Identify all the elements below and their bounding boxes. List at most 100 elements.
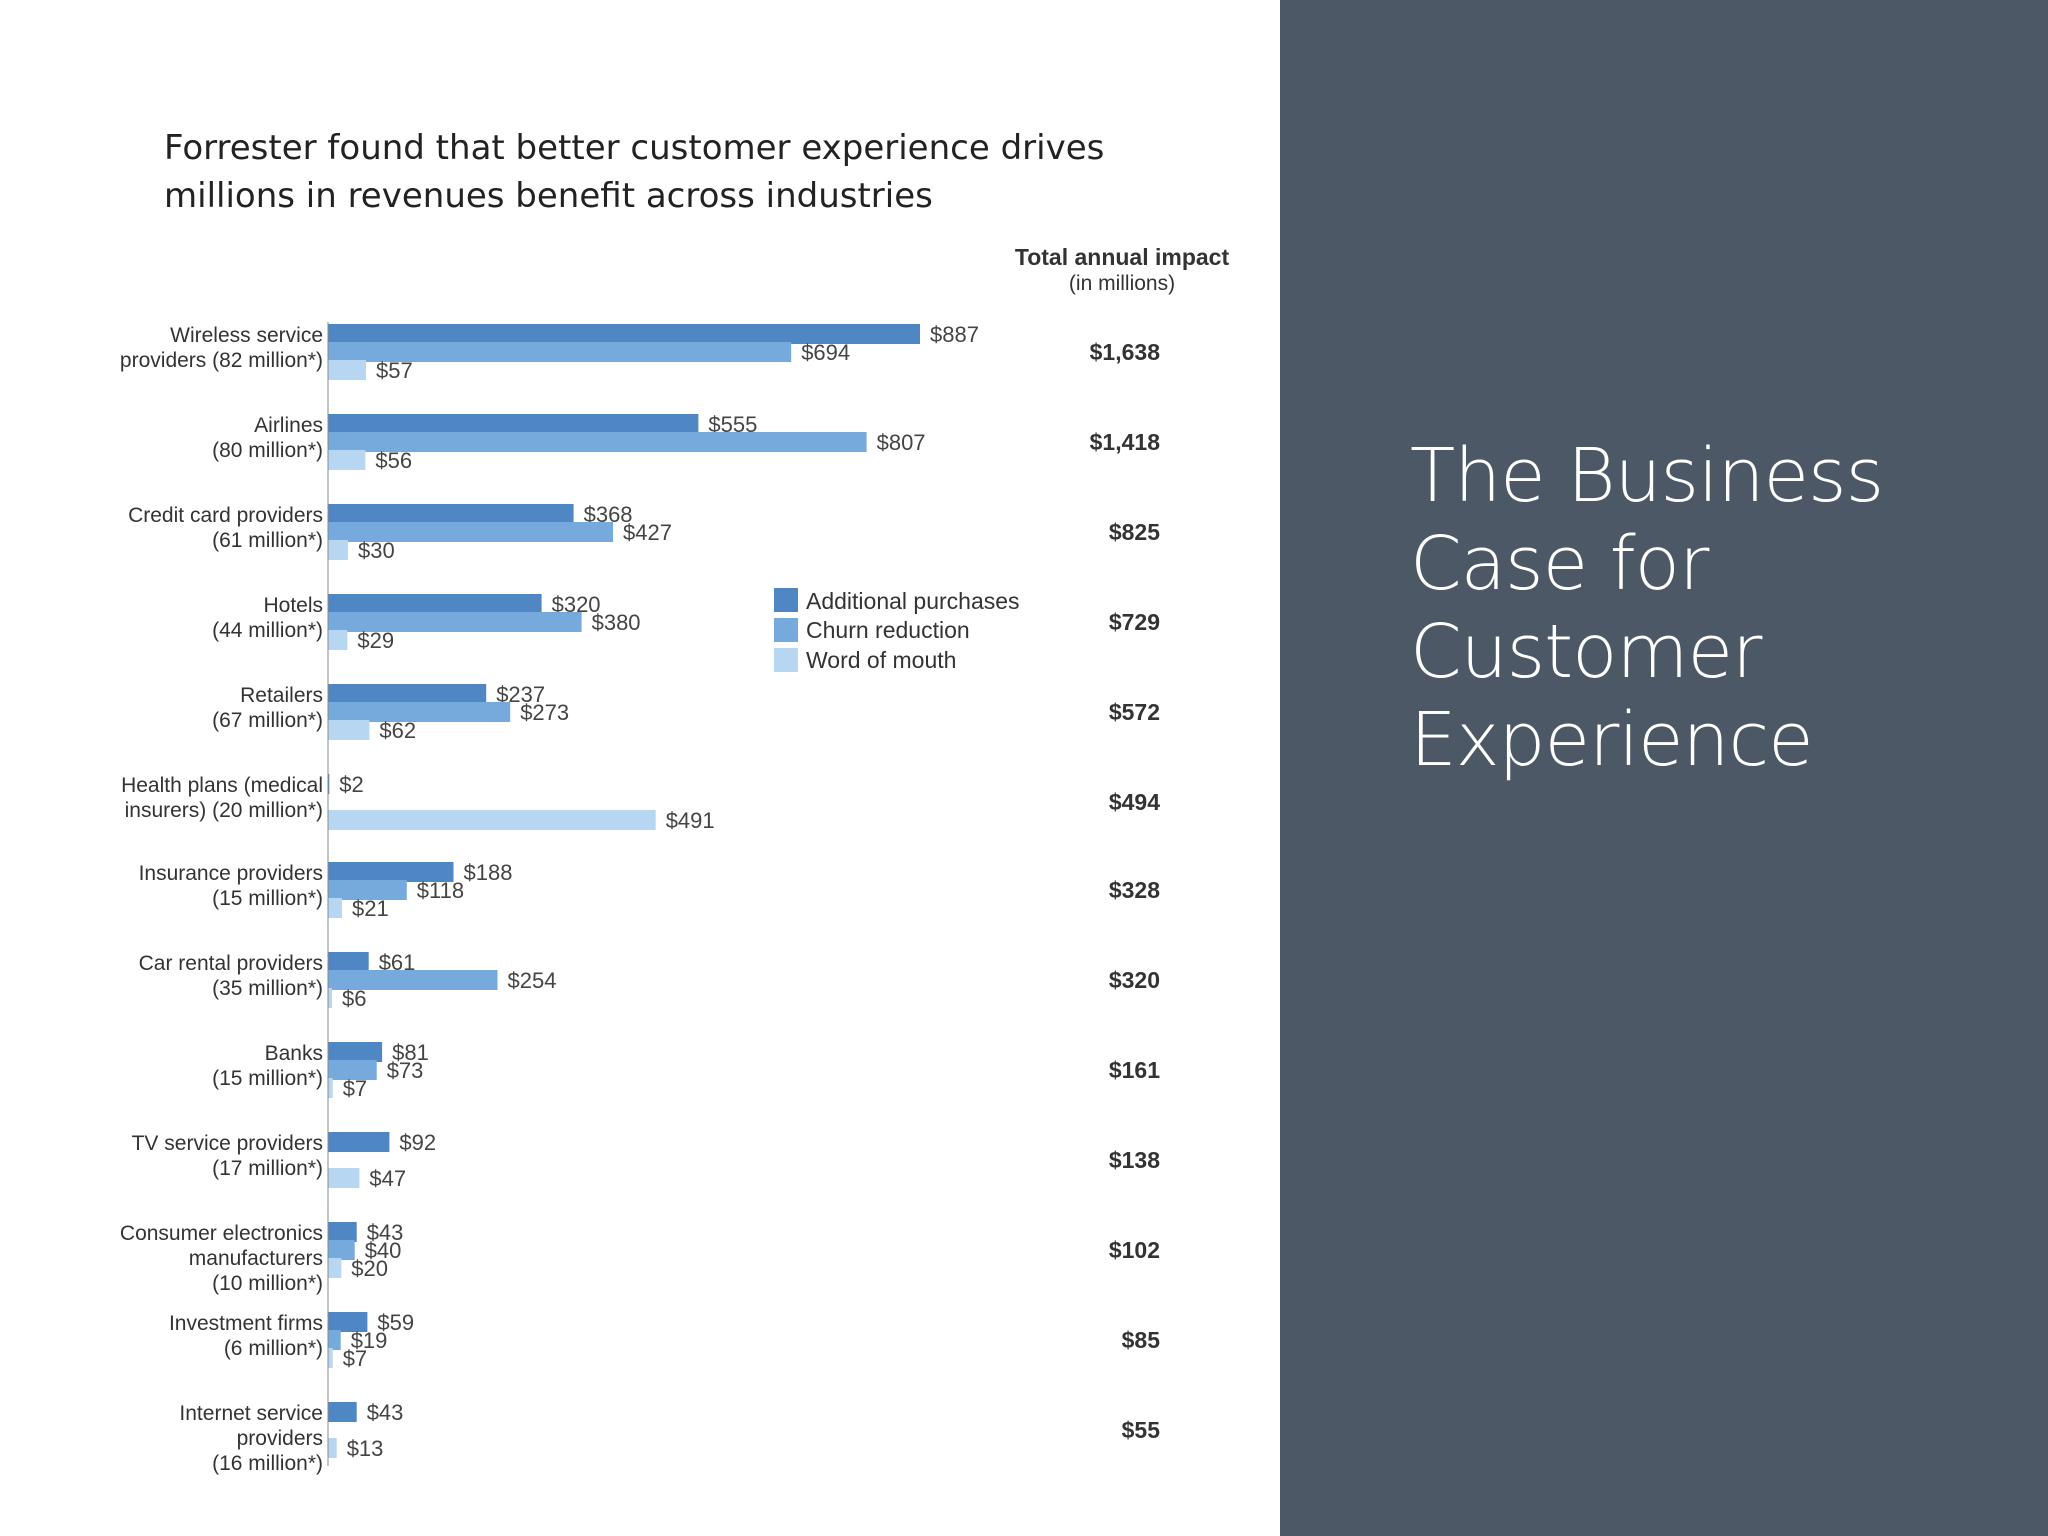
bar-word-of-mouth (328, 540, 348, 560)
bar-churn-reduction (328, 432, 867, 452)
bar-word-of-mouth (328, 720, 370, 740)
bar-additional-purchases (328, 684, 487, 704)
value-label-word-of-mouth: $47 (369, 1166, 406, 1191)
bar-churn-reduction (328, 1240, 355, 1260)
value-label-additional-purchases: $887 (930, 322, 979, 347)
category-label: (15 million*) (212, 1067, 323, 1090)
category-label: (67 million*) (212, 709, 323, 732)
value-label-word-of-mouth: $20 (351, 1256, 388, 1281)
slide-title: The Business Case for Customer Experienc… (1410, 432, 2010, 784)
intro-line-2: millions in revenues benefit across indu… (164, 176, 933, 216)
total-impact-header: Total annual impact (in millions) (1015, 244, 1230, 295)
legend-label-additional-purchases: Additional purchases (806, 588, 1020, 614)
slide-title-line-4: Experience (1410, 697, 1814, 783)
category-label: Hotels (263, 594, 323, 617)
slide-title-line-2: Case for (1410, 521, 1709, 607)
value-label-word-of-mouth: $491 (666, 808, 715, 833)
value-label-additional-purchases: $188 (464, 860, 513, 885)
category-label: Insurance providers (139, 862, 323, 885)
bar-word-of-mouth (328, 1078, 333, 1098)
slide-title-line-3: Customer (1410, 609, 1762, 695)
bar-additional-purchases (328, 774, 330, 794)
total-impact-value: $102 (1109, 1237, 1160, 1263)
bar-churn-reduction (328, 1330, 341, 1350)
value-label-churn-reduction: $273 (520, 700, 569, 725)
value-label-word-of-mouth: $6 (342, 986, 366, 1011)
category-label: Airlines (254, 414, 323, 437)
legend-label-churn-reduction: Churn reduction (806, 617, 970, 643)
value-label-churn-reduction: $118 (417, 878, 464, 903)
category-label: (16 million*) (212, 1452, 323, 1475)
total-impact-value: $572 (1109, 699, 1160, 725)
bar-churn-reduction (328, 612, 582, 632)
bar-additional-purchases (328, 504, 574, 524)
bar-additional-purchases (328, 1042, 383, 1062)
value-label-word-of-mouth: $62 (379, 718, 416, 743)
bar-word-of-mouth (328, 810, 656, 830)
bar-churn-reduction (328, 1060, 377, 1080)
category-label: providers (237, 1427, 323, 1450)
value-label-churn-reduction: $427 (623, 520, 672, 545)
category-label: Health plans (medical (121, 774, 323, 797)
value-label-additional-purchases: $43 (367, 1220, 404, 1245)
title-panel (1280, 0, 2048, 1536)
category-label: (61 million*) (212, 529, 323, 552)
bar-word-of-mouth (328, 1258, 342, 1278)
value-label-word-of-mouth: $57 (376, 358, 413, 383)
value-label-word-of-mouth: $7 (343, 1346, 367, 1371)
category-label: Internet service (179, 1402, 323, 1425)
value-label-word-of-mouth: $29 (357, 628, 394, 653)
chart-row: Banks(15 million*) $81$73 $7 $161 (212, 1040, 1160, 1101)
chart-row: Credit card providers(61 million*)$368$4… (128, 502, 1160, 563)
bar-additional-purchases (328, 414, 699, 434)
value-label-word-of-mouth: $21 (352, 896, 389, 921)
category-label: (44 million*) (212, 619, 323, 642)
bar-churn-reduction (328, 342, 792, 362)
value-label-word-of-mouth: $56 (375, 448, 412, 473)
category-label: TV service providers (132, 1132, 323, 1155)
legend-swatch-additional-purchases (774, 588, 798, 612)
bar-word-of-mouth (328, 630, 348, 650)
value-label-churn-reduction: $694 (801, 340, 850, 365)
category-label: insurers) (20 million*) (125, 799, 323, 822)
slide-content-panel (0, 0, 1280, 1536)
bar-word-of-mouth (328, 988, 332, 1008)
category-label: (80 million*) (212, 439, 323, 462)
value-label-word-of-mouth: $7 (343, 1076, 367, 1101)
total-impact-value: $494 (1109, 789, 1160, 815)
category-label: Banks (265, 1042, 323, 1065)
total-impact-value: $320 (1109, 967, 1160, 993)
total-header-line-1: Total annual impact (1015, 244, 1230, 270)
total-impact-value: $328 (1109, 877, 1160, 903)
bar-churn-reduction (328, 702, 511, 722)
bar-word-of-mouth (328, 1168, 360, 1188)
chart-row: Airlines(80 million*)$555$807$56$1,418 (212, 412, 1160, 473)
total-impact-value: $55 (1122, 1417, 1161, 1443)
bar-additional-purchases (328, 594, 542, 614)
category-label: (35 million*) (212, 977, 323, 1000)
bar-additional-purchases (328, 324, 920, 344)
bar-additional-purchases (328, 952, 369, 972)
revenue-impact-chart: Total annual impact (in millions) Additi… (120, 244, 1230, 1475)
total-impact-value: $161 (1109, 1057, 1160, 1083)
slide-title-line-1: The Business (1410, 433, 1884, 519)
category-label: manufacturers (189, 1247, 323, 1270)
value-label-churn-reduction: $40 (365, 1238, 402, 1263)
bar-additional-purchases (328, 1312, 368, 1332)
total-impact-value: $138 (1109, 1147, 1160, 1173)
total-impact-value: $85 (1122, 1327, 1161, 1353)
bar-churn-reduction (328, 522, 613, 542)
category-label: Investment firms (169, 1312, 323, 1335)
category-label: (15 million*) (212, 887, 323, 910)
total-impact-value: $1,638 (1090, 339, 1161, 365)
category-label: Credit card providers (128, 504, 323, 527)
legend-label-word-of-mouth: Word of mouth (806, 647, 956, 673)
chart-row: Insurance providers(15 million*) $188$118… (139, 860, 1161, 921)
total-impact-value: $825 (1109, 519, 1160, 545)
category-label: providers (82 million*) (120, 349, 323, 372)
